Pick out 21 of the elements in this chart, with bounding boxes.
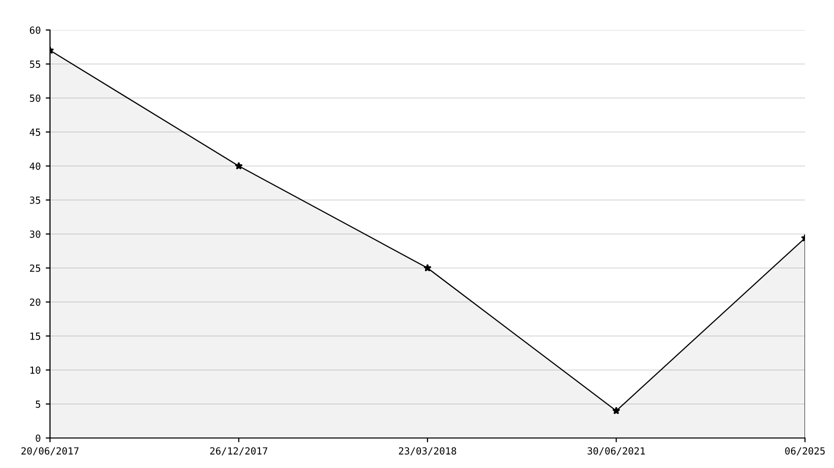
y-tick-label: 20	[30, 298, 40, 306]
y-tick-label: 50	[30, 94, 40, 102]
point	[424, 264, 432, 272]
y-tick-label: 55	[30, 60, 40, 68]
y-tick-label: 25	[30, 264, 40, 272]
x-tick-label: 30/06/2021	[588, 447, 645, 456]
y-tick-label: 5	[36, 400, 40, 408]
y-tick-label: 15	[30, 332, 40, 340]
x-tick-label: 06/2025	[785, 447, 825, 456]
y-tick-label: 0	[36, 434, 40, 442]
point	[234, 162, 243, 170]
y-tick-label: 10	[30, 366, 40, 374]
x-tick-label: 26/12/2017	[210, 447, 268, 456]
y-tick-label: 30	[30, 230, 40, 238]
point	[612, 406, 620, 414]
x-tick-label: 20/06/2017	[21, 447, 79, 456]
y-tick-label: 35	[30, 196, 40, 204]
y-tick-label: 60	[30, 26, 40, 34]
x-tick-label: 23/03/2018	[398, 447, 456, 456]
y-tick-label: 40	[30, 162, 40, 170]
y-tick-label: 45	[30, 128, 40, 136]
